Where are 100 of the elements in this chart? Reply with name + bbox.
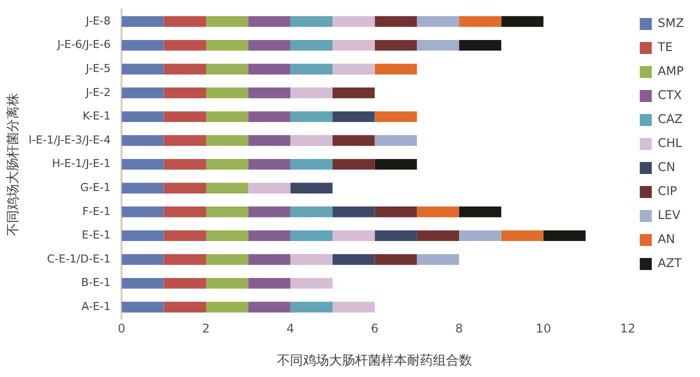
bar [122,135,164,146]
bar [122,111,164,122]
bar [374,64,417,74]
bar [290,182,333,194]
y-tick-label: K-E-1 [82,110,111,123]
y-tick-label: C-E-1/D-E-1 [46,252,111,266]
bar [206,64,248,74]
bar [501,16,544,27]
bar [459,230,502,242]
bar [290,88,333,98]
bar [206,254,248,265]
bar [248,64,290,74]
bar [332,254,375,265]
bar [374,230,417,242]
bar [164,135,206,146]
bar [206,182,248,194]
bar [332,302,375,312]
bar [501,230,544,242]
x-tick-label: 6 [370,321,379,336]
bar [290,64,333,74]
bar [332,88,375,98]
bar [290,111,333,122]
bar [374,111,417,122]
bar [206,40,248,51]
bar [164,206,206,218]
bar [332,40,375,51]
bar [206,230,248,242]
bar [248,40,290,51]
x-tick-label: 0 [118,321,126,336]
x-tick-label: 4 [286,321,294,336]
legend-label: TE [656,40,673,54]
bar [122,230,164,242]
legend-label: SMZ [658,16,684,30]
y-tick-label: I-E-1/J-E-3/J-E-4 [28,133,111,146]
bar [374,206,417,218]
bar [206,16,248,27]
x-axis-title: 不同鸡场大肠杆菌样本耐药组合数 [277,354,472,369]
bar [206,278,248,289]
bar [459,16,502,27]
legend-label: CHL [658,136,682,150]
bar [290,254,333,265]
bar [164,88,206,98]
bar [248,158,290,170]
bar [122,158,164,170]
legend-label: CAZ [658,112,683,126]
bar [543,230,586,242]
bar [248,206,290,218]
bar [122,182,164,194]
bar [206,158,248,170]
bar [290,206,333,218]
bar [248,135,290,146]
y-tick-label: J-E-8 [84,14,111,28]
y-tick-label: A-E-1 [81,300,111,313]
bar [374,254,417,265]
bar [122,88,164,98]
bar [248,302,290,312]
bar [290,230,333,242]
bar [290,158,333,170]
y-tick-label: J-E-2 [84,86,111,99]
bar [164,40,206,51]
bar [416,40,460,51]
bar [248,16,290,27]
bar [374,135,417,146]
bar [332,111,375,122]
bar [248,254,290,265]
legend-label: CTX [658,88,682,102]
bar [459,40,502,51]
legend-label: CIP [658,184,677,198]
bar [122,64,164,74]
y-tick-label: F-E-1 [82,204,111,218]
bar [374,40,417,51]
bar [164,111,206,122]
legend-label: CN [658,160,676,174]
bar [416,230,460,242]
y-axis-title: 不同鸡场大肠杆菌分离株 [5,92,22,236]
bar [248,111,290,122]
legend-label: LEV [658,208,682,222]
bar [332,135,375,146]
bar [122,40,164,51]
bar [290,135,333,146]
bar [290,16,333,27]
bar [332,16,375,27]
bar [248,88,290,98]
bar [164,302,206,312]
y-tick-label: J-E-6/J-E-6 [56,38,111,52]
bar [164,230,206,242]
x-tick-label: 10 [536,321,552,336]
bar [164,278,206,289]
bar [248,278,290,289]
bar [290,302,333,312]
x-tick-label: 12 [620,321,636,336]
bar [122,278,164,289]
legend-label: AZT [658,256,682,270]
bar [416,254,460,265]
bar [248,230,290,242]
bar [122,254,164,265]
bar [122,302,164,312]
y-tick-label: J-E-5 [84,62,111,75]
bar [122,206,164,218]
bar [290,278,333,289]
